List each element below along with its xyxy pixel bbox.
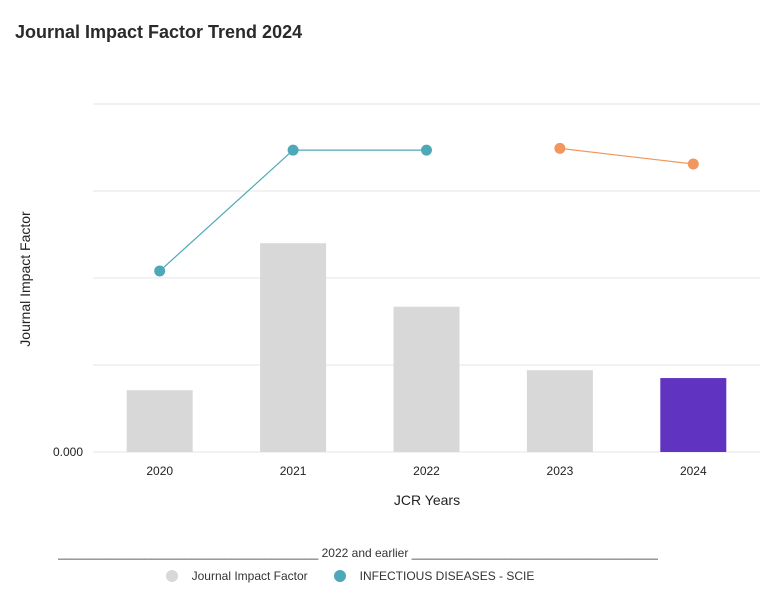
legend-dot — [165, 570, 178, 582]
y-axis-label: Journal Impact Factor — [17, 211, 33, 347]
x-tick-label: 2020 — [146, 464, 173, 478]
x-tick-label: 2021 — [280, 464, 307, 478]
legend-item-category[interactable]: INFECTIOUS DISEASES - SCIE — [333, 569, 535, 583]
bar-2024[interactable] — [660, 378, 727, 452]
legend-label: INFECTIOUS DISEASES - SCIE — [359, 569, 535, 583]
line-point-2020[interactable] — [154, 265, 166, 277]
series-line-1 — [559, 147, 694, 165]
x-tick-label: 2023 — [547, 464, 574, 478]
impact-factor-chart: 2020 2021 2022 2023 2024 0.000 JCR Years Jou… — [17, 103, 760, 508]
y-tick-label: 0.000 — [53, 445, 83, 459]
line-point-2022[interactable] — [421, 144, 432, 156]
line-point-2023[interactable] — [554, 142, 566, 154]
line-point-2021[interactable] — [287, 144, 299, 156]
legend-heading: _______________________________________ … — [58, 546, 658, 560]
line-point-2024[interactable] — [687, 158, 699, 170]
chart-title: Journal Impact Factor Trend 2024 — [15, 22, 303, 42]
bar-2022[interactable] — [393, 306, 460, 452]
bar-2023[interactable] — [526, 370, 593, 452]
legend-label: Journal Impact Factor — [191, 569, 308, 583]
x-tick-label: 2024 — [680, 464, 707, 478]
bar-2020[interactable] — [126, 390, 193, 452]
x-axis-label: JCR Years — [394, 492, 460, 508]
x-tick-label: 2022 — [413, 464, 440, 478]
legend-dot — [333, 570, 346, 582]
legend-heading-text: 2022 and earlier — [321, 546, 409, 560]
bar-2021[interactable] — [260, 243, 327, 452]
legend-item-jif[interactable]: Journal Impact Factor — [165, 569, 308, 583]
legend: Journal Impact Factor INFECTIOUS DISEASE… — [0, 569, 700, 583]
